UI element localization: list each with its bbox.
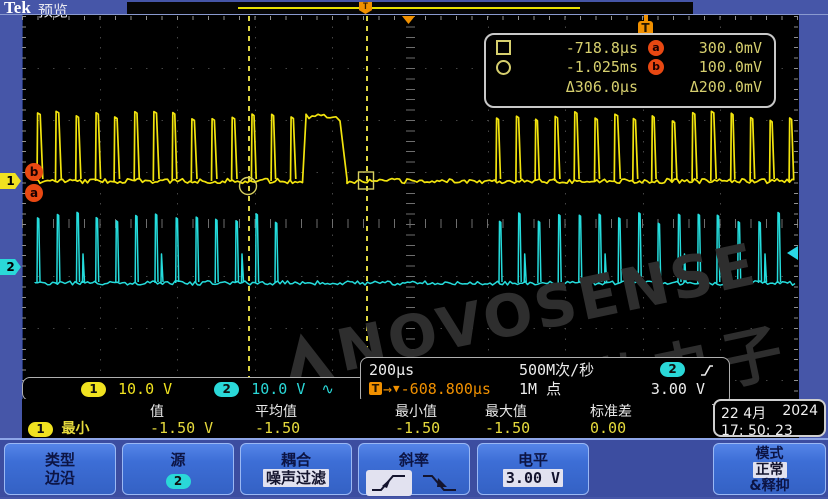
menu-mode-title: 模式 bbox=[755, 446, 784, 462]
meas-value: -1.50 V bbox=[150, 419, 214, 437]
meas-header-mean: 平均值 bbox=[255, 404, 297, 420]
menu-coupling-title: 耦合 bbox=[280, 451, 311, 469]
menu-coupling-value: 噪声过滤 bbox=[262, 469, 329, 487]
record-view-bar: T bbox=[127, 2, 693, 14]
cursor-delta-time: Δ306.0µs bbox=[565, 77, 638, 96]
falling-edge-icon bbox=[423, 474, 456, 491]
cursor-a-badge: a bbox=[648, 39, 664, 56]
waveform-canvas bbox=[34, 110, 796, 286]
meas-header-value: 值 bbox=[150, 404, 164, 420]
cursor2-time: -1.025ms bbox=[565, 58, 638, 77]
trigger-source-badge: 2 bbox=[660, 362, 685, 377]
trigger-level-arrow-icon bbox=[787, 246, 798, 260]
cursor-readout-box: -718.8µs a 300.0mV -1.025ms b 100.0mV Δ3… bbox=[484, 33, 776, 108]
acquisition-status-label: 预览 bbox=[38, 2, 69, 20]
rising-edge-icon bbox=[372, 475, 405, 491]
record-trigger-marker-icon: T bbox=[359, 2, 372, 14]
menu-mode-button[interactable]: 模式 正常 &释抑 bbox=[713, 443, 826, 495]
menu-level-button[interactable]: 电平 3.00 V bbox=[477, 443, 589, 495]
menu-slope-title: 斜率 bbox=[398, 451, 429, 469]
menu-source-button[interactable]: 源 2 bbox=[122, 443, 234, 495]
meas-header-max: 最大值 bbox=[485, 404, 527, 420]
cursor-b-level-marker: b bbox=[25, 163, 43, 181]
menu-mode-extra: &释抑 bbox=[749, 478, 790, 495]
time-label: 17: 50: 23 bbox=[721, 423, 793, 439]
time-cursor-line bbox=[366, 16, 368, 432]
menu-level-value: 3.00 V bbox=[502, 469, 564, 487]
trigger-delay-readout: T → ▼ -608.800µs bbox=[369, 380, 519, 398]
cursor2-circle-icon bbox=[496, 59, 511, 75]
meas-ch1-badge: 1 bbox=[28, 422, 53, 437]
tek-logo: Tek bbox=[4, 0, 31, 17]
menu-type-value: 边沿 bbox=[44, 469, 75, 487]
menu-type-button[interactable]: 类型 边沿 bbox=[4, 443, 116, 495]
soft-menu-bar: 类型 边沿 源 2 耦合 噪声过滤 斜率 电平 3.00 V 模式 正常 &释抑 bbox=[0, 438, 828, 497]
ch2-scale: 10.0 V bbox=[251, 380, 306, 398]
menu-source-title: 源 bbox=[170, 451, 186, 469]
date-label: 22 4月 bbox=[721, 406, 767, 422]
cursor1-square-icon bbox=[496, 40, 511, 56]
cursor-a-amplitude: 300.0mV bbox=[698, 38, 762, 57]
measurement-table: 值 平均值 最小值 最大值 标准差 1 最小 -1.50 V -1.50 -1.… bbox=[22, 399, 712, 438]
datetime-box: 22 4月 2024 17: 50: 23 bbox=[713, 399, 826, 439]
sample-rate-readout: 500M次/秒 bbox=[519, 361, 595, 379]
menu-type-title: 类型 bbox=[44, 451, 75, 469]
meas-header-min: 最小值 bbox=[395, 404, 437, 420]
channel-scale-bar: 1 10.0 V 2 10.0 V ∿ bbox=[22, 377, 414, 401]
year-label: 2024 bbox=[782, 403, 818, 419]
meas-max: -1.50 bbox=[485, 419, 531, 437]
ch2-badge: 2 bbox=[214, 381, 240, 397]
meas-header-stddev: 标准差 bbox=[590, 404, 632, 420]
cursor-delta-amplitude: Δ200.0mV bbox=[689, 77, 762, 96]
meas-min: -1.50 bbox=[395, 419, 441, 437]
slope-rising-selected bbox=[366, 470, 412, 496]
ch2-coupling-icon: ∿ bbox=[321, 380, 334, 398]
record-length-readout: 1M 点 bbox=[519, 380, 562, 398]
meas-stddev: 0.00 bbox=[590, 419, 627, 437]
menu-source-ch2-badge: 2 bbox=[165, 474, 191, 489]
menu-level-title: 电平 bbox=[517, 451, 548, 469]
menu-mode-value: 正常 bbox=[752, 462, 787, 479]
cursor1-time: -718.8µs bbox=[565, 38, 638, 57]
menu-coupling-button[interactable]: 耦合 噪声过滤 bbox=[240, 443, 352, 495]
time-cursor-line bbox=[248, 16, 250, 432]
trigger-point-stem bbox=[644, 15, 648, 22]
expansion-point-icon bbox=[402, 16, 415, 24]
meas-row-channel: 1 最小 bbox=[28, 418, 89, 438]
horizontal-trigger-readout: 200µs 500M次/秒 2 T → ▼ -608.800µs 1M 点 3.00 … bbox=[360, 357, 730, 405]
meas-name: 最小 bbox=[61, 421, 90, 437]
menu-slope-button[interactable]: 斜率 bbox=[358, 443, 470, 496]
cursor-a-level-marker: a bbox=[25, 184, 43, 202]
timebase-readout: 200µs bbox=[369, 360, 415, 379]
screen-top-border bbox=[0, 14, 828, 15]
trigger-level-readout: 3.00 V bbox=[650, 379, 705, 398]
trigger-slope-icon bbox=[701, 364, 713, 376]
ch2-ground-marker: 2 bbox=[0, 259, 21, 275]
ch1-ground-marker: 1 bbox=[0, 173, 21, 189]
cursor-b-amplitude: 100.0mV bbox=[698, 58, 762, 77]
meas-mean: -1.50 bbox=[255, 419, 301, 437]
ch1-scale: 10.0 V bbox=[118, 380, 173, 398]
trigger-point-icon: T bbox=[638, 21, 653, 36]
cursor-b-badge: b bbox=[648, 59, 664, 76]
trigger-t-icon: T bbox=[369, 382, 382, 395]
ch1-badge: 1 bbox=[81, 381, 106, 397]
record-view-window bbox=[238, 7, 580, 9]
